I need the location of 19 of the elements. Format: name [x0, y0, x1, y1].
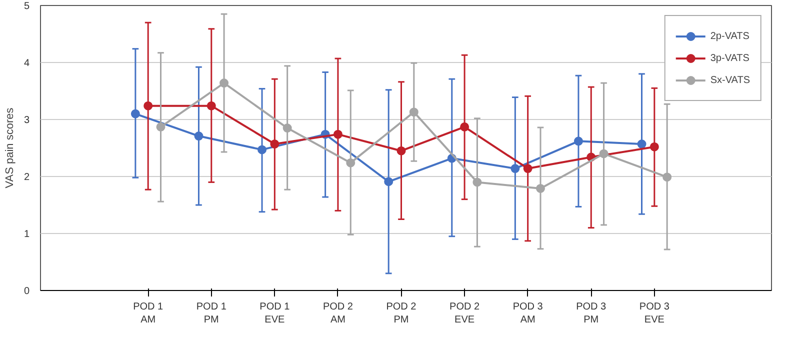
legend-label: 2p-VATS	[710, 30, 750, 42]
legend-label: Sx-VATS	[710, 74, 750, 86]
x-tick-label: POD 3 EVE	[639, 302, 670, 326]
x-tick-label: POD 3 PM	[576, 302, 607, 326]
y-tick-label: 3	[24, 115, 30, 126]
y-tick-label: 4	[24, 58, 30, 69]
x-tick-label: POD 1 EVE	[260, 302, 290, 326]
x-tick-label: POD 2 AM	[322, 302, 354, 326]
x-tick-label: POD 1 PM	[196, 302, 227, 326]
y-tick-label: 5	[24, 1, 30, 12]
y-tick-label: 1	[24, 229, 30, 240]
x-tick-label: POD 3 AM	[512, 302, 544, 326]
x-tick-label: POD 2 PM	[386, 302, 417, 326]
y-tick-label: 2	[24, 172, 30, 183]
x-tick-label: POD 1 AM	[133, 302, 164, 326]
y-axis-title: VAS pain scores	[4, 107, 16, 188]
legend-label: 3p-VATS	[710, 52, 750, 64]
x-tick-label: POD 2 EVE	[450, 302, 480, 326]
y-tick-label: 0	[24, 286, 30, 297]
